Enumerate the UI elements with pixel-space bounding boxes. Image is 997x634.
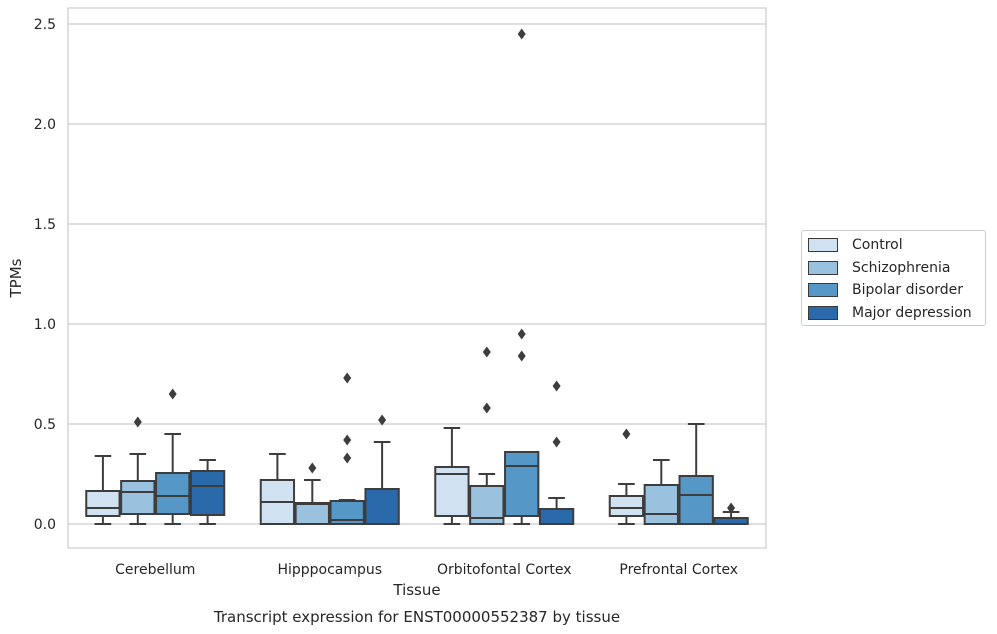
legend-label-major-depression: Major depression [852, 304, 972, 321]
outlier-point [517, 350, 526, 362]
box-body [155, 472, 191, 515]
box [713, 502, 749, 525]
box-body [120, 480, 156, 515]
outlier-point [482, 402, 491, 414]
plot-frame [67, 7, 767, 549]
legend-swatch-schizophrenia [808, 260, 838, 275]
box [259, 453, 296, 525]
box [189, 459, 226, 525]
box-body [189, 470, 226, 516]
box-body [643, 484, 679, 525]
box [155, 388, 191, 525]
legend-item-schizophrenia: Schizophrenia [808, 257, 985, 280]
x-axis-title: Tissue [392, 581, 440, 599]
y-tick-label: 2.5 [34, 17, 56, 33]
box [469, 346, 505, 525]
box [329, 372, 365, 525]
outlier-point [343, 434, 352, 446]
legend-label-control: Control [852, 237, 903, 254]
box [504, 28, 540, 525]
box [643, 459, 679, 525]
legend-item-bipolar-disorder: Bipolar disorder [808, 279, 985, 302]
box-body [364, 488, 400, 525]
x-tick-label: Prefrontal Cortex [619, 562, 738, 578]
y-tick-label: 1.0 [34, 317, 56, 333]
box-body [678, 475, 714, 525]
box [85, 455, 121, 525]
legend-swatch-bipolar-disorder [808, 283, 838, 298]
outlier-point [343, 452, 352, 464]
x-tick-label: Cerebellum [115, 562, 195, 578]
x-axis: Cerebellum Hipppocampus Orbitofontal Corte… [115, 562, 738, 578]
x-tick-label: Orbitofontal Cortex [437, 562, 572, 578]
outlier-point [482, 346, 491, 358]
box-body [608, 495, 645, 517]
box [678, 423, 714, 525]
y-tick-label: 2.0 [34, 117, 56, 133]
y-axis: 0.0 0.5 1.0 1.5 2.0 2.5 [34, 17, 56, 533]
outlier-point [517, 328, 526, 340]
outlier-point [133, 416, 142, 428]
legend-swatch-major-depression [808, 305, 838, 320]
outlier-point [727, 502, 736, 514]
outlier-point [552, 380, 561, 392]
outlier-point [343, 372, 352, 384]
y-tick-label: 0.5 [34, 417, 56, 433]
box-body [504, 451, 540, 517]
box [120, 416, 156, 525]
box [608, 428, 645, 525]
box-body [434, 466, 470, 517]
box [294, 462, 330, 525]
y-tick-label: 1.5 [34, 217, 56, 233]
x-tick-label: Hipppocampus [277, 562, 382, 578]
legend-item-control: Control [808, 234, 985, 257]
outlier-point [378, 414, 387, 426]
outlier-point [168, 388, 177, 400]
box-plots [85, 28, 749, 525]
legend-swatch-control [808, 238, 838, 253]
box-body [294, 502, 330, 525]
legend-label-bipolar-disorder: Bipolar disorder [852, 282, 964, 299]
box-body [329, 500, 365, 525]
outlier-point [517, 28, 526, 40]
box-body [85, 490, 121, 517]
box [364, 414, 400, 525]
legend: Control Schizophrenia Bipolar disorder M… [801, 230, 986, 326]
legend-item-major-depression: Major depression [808, 302, 985, 325]
outlier-point [552, 436, 561, 448]
outlier-point [622, 428, 631, 440]
y-tick-label: 0.0 [34, 517, 56, 533]
legend-label-schizophrenia: Schizophrenia [852, 259, 951, 276]
box [538, 380, 575, 525]
outlier-point [308, 462, 317, 474]
y-axis-title: TPMs [7, 258, 25, 298]
box [434, 427, 470, 525]
chart-title: Transcript expression for ENST0000055238… [213, 608, 620, 626]
box-body [538, 508, 575, 525]
